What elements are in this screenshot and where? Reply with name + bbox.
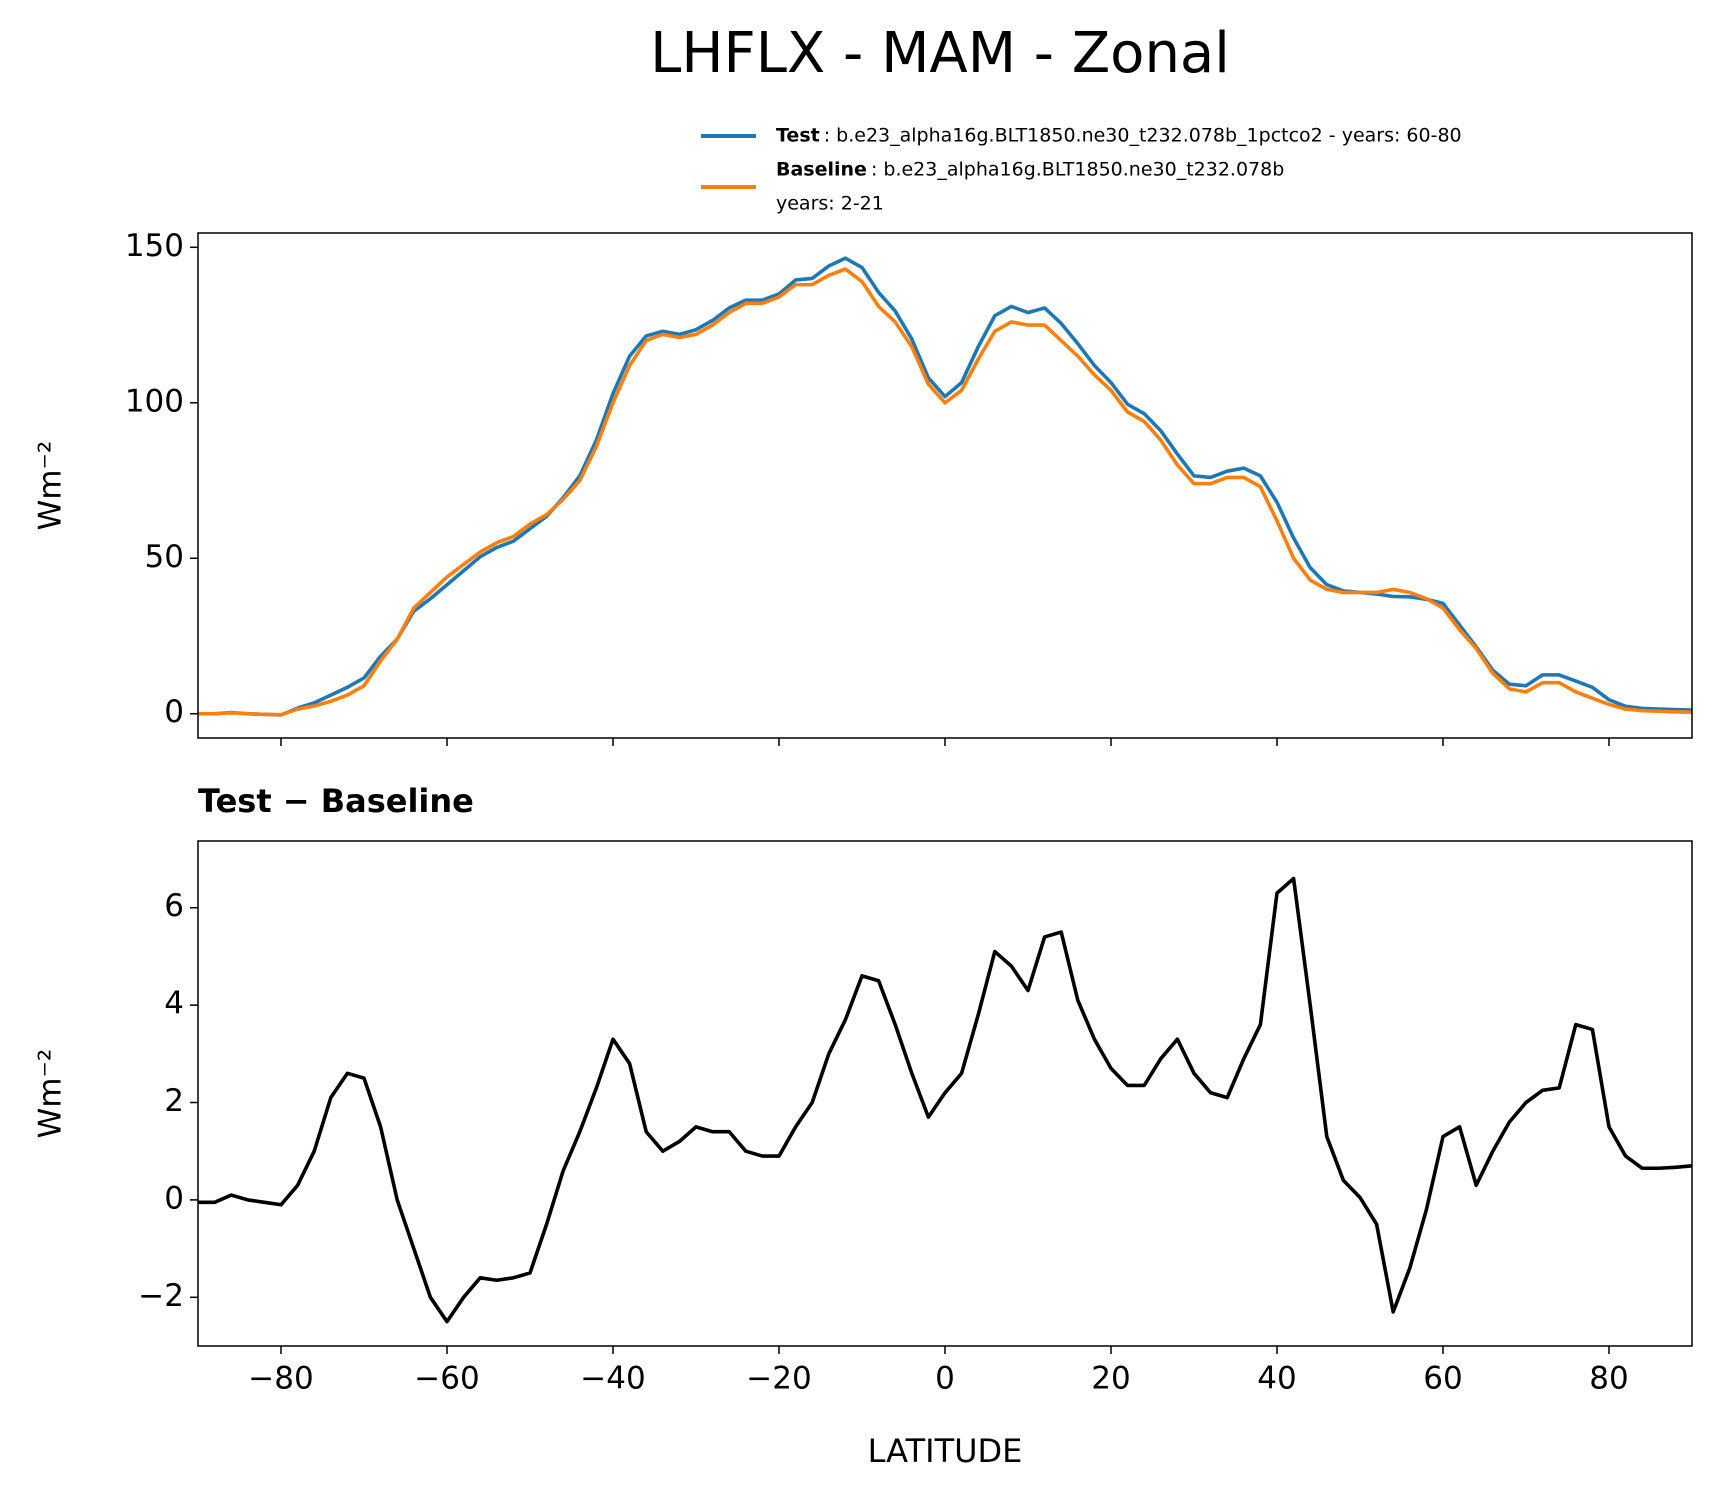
chart-title: Test − Baseline [198,782,474,820]
y-tick-label: 100 [125,383,184,419]
y-tick-label: 150 [125,228,184,264]
x-tick-label: 40 [1257,1361,1296,1397]
x-tick-label: −60 [414,1361,479,1397]
x-tick-label: 20 [1091,1361,1130,1397]
y-axis-label: Wm⁻² [33,1049,69,1139]
legend-text: : b.e23_alpha16g.BLT1850.ne30_t232.078b [871,159,1284,181]
y-tick-label: 50 [145,539,184,575]
x-tick-label: 60 [1423,1361,1462,1397]
y-tick-label: 0 [164,1180,184,1216]
x-tick-label: −40 [580,1361,645,1397]
y-tick-label: −2 [138,1278,184,1314]
y-axis-label: Wm⁻² [33,441,69,531]
data-line [198,256,1693,717]
legend-text: : b.e23_alpha16g.BLT1850.ne30_t232.078b_… [824,125,1462,147]
y-tick-label: 2 [164,1083,184,1119]
legend-label: Baseline [776,159,867,181]
axes-frame [197,840,1693,1347]
x-tick-label: 80 [1589,1361,1628,1397]
axes-frame [197,232,1693,739]
figure-title: LHFLX - MAM - Zonal [650,21,1230,86]
y-tick-label: 6 [164,888,184,924]
data-line [198,267,1693,717]
x-tick-label: −20 [746,1361,811,1397]
x-tick-label: 0 [935,1361,955,1397]
legend-text: years: 2-21 [776,193,884,215]
y-tick-label: 4 [164,986,184,1022]
data-line [198,876,1693,1324]
x-axis-label: LATITUDE [868,1432,1023,1470]
x-tick-label: −80 [248,1361,313,1397]
legend-label: Test [776,125,820,147]
y-tick-label: 0 [164,694,184,730]
